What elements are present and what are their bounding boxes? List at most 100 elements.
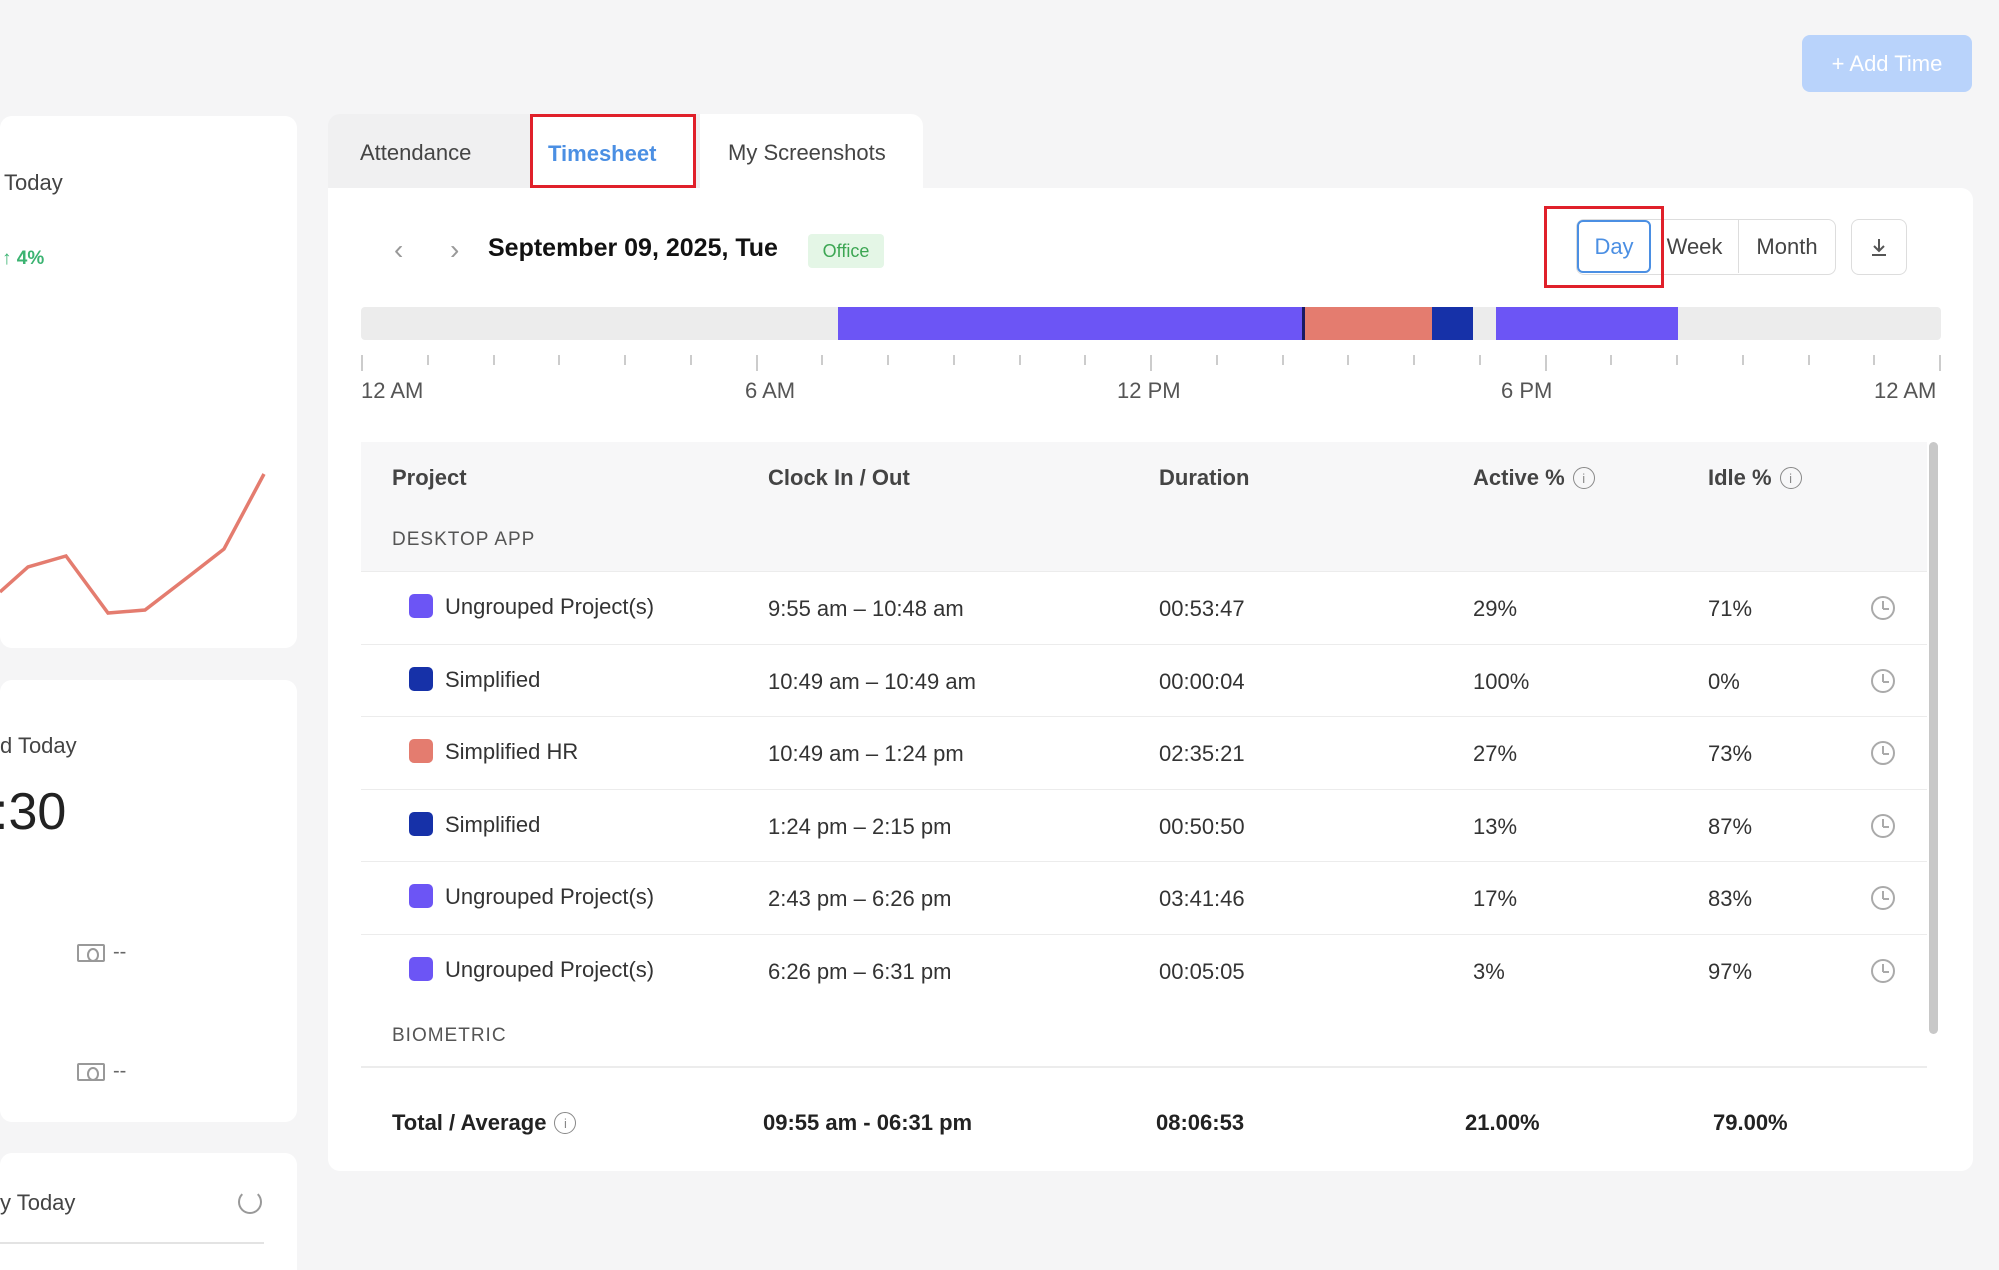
- trend-sparkline: [0, 473, 266, 615]
- row-idle: 71%: [1708, 596, 1753, 621]
- total-idle: 79.00%: [1713, 1110, 1788, 1135]
- timeline-tick: [755, 355, 758, 371]
- table-row[interactable]: Ungrouped Project(s) 2:43 pm – 6:26 pm 03:…: [361, 861, 1927, 933]
- group-biometric: BIOMETRIC: [392, 1025, 507, 1046]
- row-active: 100%: [1473, 668, 1530, 694]
- timeline-tick: [1281, 355, 1284, 365]
- row-clock: 10:49 am – 10:49 am: [768, 668, 976, 694]
- money-row-1: --: [77, 941, 126, 964]
- clock-icon[interactable]: [1871, 668, 1895, 693]
- timeline-tick: [1413, 355, 1415, 365]
- clock-icon[interactable]: [1871, 741, 1895, 765]
- info-icon[interactable]: i: [1779, 467, 1802, 489]
- total-divider: [361, 1066, 1927, 1068]
- info-icon[interactable]: i: [1572, 467, 1595, 489]
- timeline-segment-simplified-hr[interactable]: [1305, 307, 1432, 340]
- row-project: Simplified: [445, 811, 541, 837]
- money-icon: [77, 943, 105, 962]
- time-card: [0, 680, 297, 1122]
- timeline-label: 12 AM: [361, 378, 424, 403]
- header-duration: Duration: [1159, 465, 1250, 490]
- table-scrollbar[interactable]: [1929, 442, 1938, 1034]
- tab-timesheet-highlight: [530, 114, 696, 188]
- timeline-label: 6 PM: [1501, 378, 1553, 403]
- timeline-segment-simplified[interactable]: [1432, 307, 1473, 340]
- row-active: 29%: [1473, 596, 1518, 621]
- row-active: 13%: [1473, 813, 1518, 839]
- timeline-tick: [1084, 355, 1087, 365]
- total-duration: 08:06:53: [1156, 1110, 1245, 1135]
- download-icon: [1872, 239, 1886, 256]
- timeline-segment-ungrouped[interactable]: [838, 307, 1303, 340]
- clock-icon[interactable]: [1871, 596, 1895, 620]
- group-desktop-app: DESKTOP APP: [392, 529, 536, 550]
- tab-timesheet[interactable]: Timesheet: [548, 141, 657, 166]
- row-active: 3%: [1473, 958, 1505, 984]
- row-project: Ungrouped Project(s): [445, 884, 655, 909]
- money-value: --: [113, 1060, 127, 1082]
- view-week-button[interactable]: Week: [1651, 220, 1739, 273]
- row-duration: 00:53:47: [1159, 596, 1245, 621]
- row-duration: 02:35:21: [1159, 741, 1245, 766]
- refresh-icon[interactable]: [238, 1190, 262, 1214]
- total-active: 21.00%: [1465, 1110, 1540, 1135]
- row-idle: 0%: [1708, 668, 1740, 694]
- prev-day-button[interactable]: ‹: [394, 234, 404, 265]
- header-clock: Clock In / Out: [768, 465, 910, 490]
- timeline-tick: [624, 355, 626, 365]
- money-value: --: [113, 941, 127, 963]
- view-day-button[interactable]: Day: [1577, 220, 1651, 273]
- clock-icon[interactable]: [1871, 958, 1895, 983]
- timeline-segment-simplified[interactable]: [1302, 307, 1305, 340]
- timeline-tick: [1018, 355, 1021, 365]
- change-indicator: ↑ 4%: [2, 248, 45, 269]
- card3-title: y Today: [0, 1190, 76, 1215]
- row-duration: 00:50:50: [1159, 813, 1245, 839]
- table-row[interactable]: Simplified HR 10:49 am – 1:24 pm 02:35:21 2…: [361, 716, 1927, 788]
- timeline-tick: [1347, 355, 1350, 365]
- project-color-swatch: [409, 956, 433, 981]
- table-row[interactable]: Ungrouped Project(s) 9:55 am – 10:48 am 00…: [361, 571, 1927, 643]
- timeline-segment-ungrouped[interactable]: [1496, 307, 1678, 340]
- office-badge: Office: [808, 234, 884, 268]
- timeline-tick: [1610, 355, 1613, 365]
- project-color-swatch: [409, 739, 433, 763]
- row-duration: 00:05:05: [1159, 958, 1245, 984]
- add-time-button[interactable]: + Add Time: [1802, 35, 1972, 92]
- tab-my-screenshots[interactable]: My Screenshots: [728, 140, 886, 165]
- project-color-swatch: [409, 811, 433, 836]
- tab-screenshots-bg: [700, 114, 923, 188]
- next-day-button[interactable]: ›: [450, 234, 460, 265]
- money-row-2: --: [77, 1060, 126, 1083]
- row-duration: 00:00:04: [1159, 668, 1245, 694]
- row-clock: 10:49 am – 1:24 pm: [768, 741, 964, 766]
- row-idle: 97%: [1708, 958, 1753, 984]
- timeline-tick: [558, 355, 561, 365]
- clock-icon[interactable]: [1871, 886, 1895, 910]
- date-title: September 09, 2025, Tue: [488, 234, 778, 262]
- timeline-tick: [887, 355, 889, 365]
- row-active: 17%: [1473, 886, 1518, 911]
- timeline-tick: [952, 355, 955, 365]
- row-clock: 6:26 pm – 6:31 pm: [768, 958, 952, 984]
- table-row[interactable]: Simplified 10:49 am – 10:49 am 00:00:04 100…: [361, 643, 1927, 716]
- view-month-button[interactable]: Month: [1739, 220, 1835, 273]
- row-idle: 83%: [1708, 886, 1753, 911]
- timeline-tick: [689, 355, 692, 365]
- timeline-tick: [1478, 355, 1481, 365]
- tab-attendance[interactable]: Attendance: [360, 140, 472, 165]
- timeline-tick: [821, 355, 824, 365]
- header-active: Active % i: [1473, 465, 1595, 491]
- info-icon[interactable]: i: [554, 1112, 577, 1134]
- row-clock: 1:24 pm – 2:15 pm: [768, 813, 952, 839]
- timeline-tick: [1215, 355, 1218, 365]
- table-row[interactable]: Simplified 1:24 pm – 2:15 pm 00:50:50 13% 87…: [361, 788, 1927, 861]
- download-button[interactable]: [1851, 219, 1907, 275]
- project-color-swatch: [409, 594, 433, 618]
- table-row[interactable]: Ungrouped Project(s) 6:26 pm – 6:31 pm 00:…: [361, 933, 1927, 1006]
- table-header-bg: [361, 442, 1927, 572]
- timeline-tick: [1150, 355, 1152, 371]
- timeline-tick: [361, 355, 363, 371]
- clock-icon[interactable]: [1871, 813, 1895, 838]
- sparkline-line: [0, 473, 266, 615]
